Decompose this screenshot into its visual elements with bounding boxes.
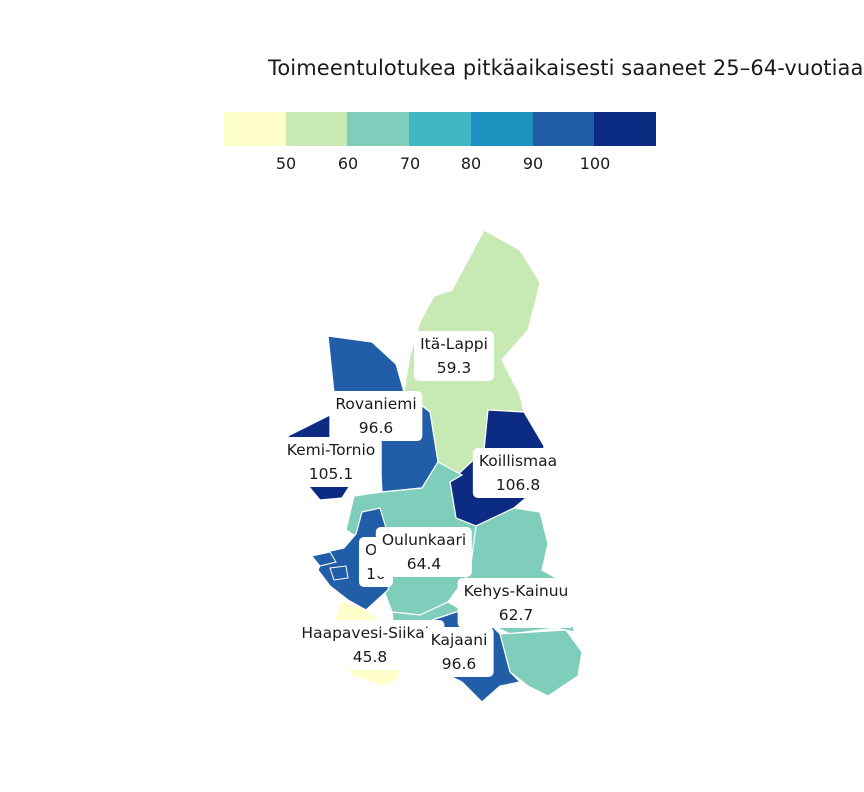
label-oulunkaari-value: 64.4 [406, 555, 442, 573]
label-koillismaa-name: Koillismaa [478, 452, 558, 470]
label-kemi-tornio-name: Kemi-Tornio [286, 441, 376, 459]
legend-swatch-1 [224, 112, 286, 146]
legend-swatch-3 [347, 112, 410, 146]
label-rovaniemi-value: 96.6 [358, 419, 394, 437]
label-koillismaa-value: 106.8 [495, 476, 541, 494]
label-koillismaa: Koillismaa 106.8 [472, 448, 564, 498]
legend-swatch-6 [532, 112, 595, 146]
legend-swatch-4 [409, 112, 471, 146]
legend-tick-100: 100 [579, 154, 611, 173]
region-oulu-islands[interactable] [311, 551, 349, 581]
label-kehys-kainuu: Kehys-Kainuu 62.7 [457, 578, 575, 628]
legend-tick-60: 60 [337, 154, 359, 173]
label-oulunkaari: Oulunkaari 64.4 [375, 527, 473, 577]
legend-tick-50: 50 [275, 154, 297, 173]
label-rovaniemi-name: Rovaniemi [335, 395, 417, 413]
label-ita-lappi-name: Itä-Lappi [420, 335, 488, 353]
label-kehys-kainuu-name: Kehys-Kainuu [463, 582, 569, 600]
legend-tick-80: 80 [460, 154, 482, 173]
label-haapavesi-siikalatva-name: Haapavesi-Siikala [301, 624, 439, 642]
label-kemi-tornio-value: 105.1 [308, 465, 354, 483]
label-rovaniemi: Rovaniemi 96.6 [329, 391, 423, 441]
label-kajaani: Kajaani 96.6 [424, 627, 494, 677]
label-kajaani-name: Kajaani [430, 631, 488, 649]
color-legend: 50 60 70 80 90 100 [224, 112, 657, 192]
legend-color-bar [224, 112, 657, 146]
map-title: Toimeentulotukea pitkäaikaisesti saaneet… [268, 56, 864, 80]
label-haapavesi-siikalatva: Haapavesi-Siikala 45.8 [295, 620, 445, 670]
legend-tick-90: 90 [522, 154, 544, 173]
label-kemi-tornio: Kemi-Tornio 105.1 [280, 437, 382, 487]
legend-swatch-2 [285, 112, 348, 146]
label-ita-lappi-value: 59.3 [436, 359, 472, 377]
region-kehys-kainuu-south[interactable] [499, 629, 583, 697]
label-ita-lappi: Itä-Lappi 59.3 [414, 331, 494, 381]
label-haapavesi-siikalatva-value: 45.8 [352, 648, 388, 666]
legend-tick-70: 70 [399, 154, 421, 173]
legend-swatch-7 [594, 112, 657, 146]
label-kehys-kainuu-value: 62.7 [498, 606, 534, 624]
label-kajaani-value: 96.6 [441, 655, 477, 673]
legend-swatch-5 [470, 112, 533, 146]
label-oulunkaari-name: Oulunkaari [381, 531, 467, 549]
